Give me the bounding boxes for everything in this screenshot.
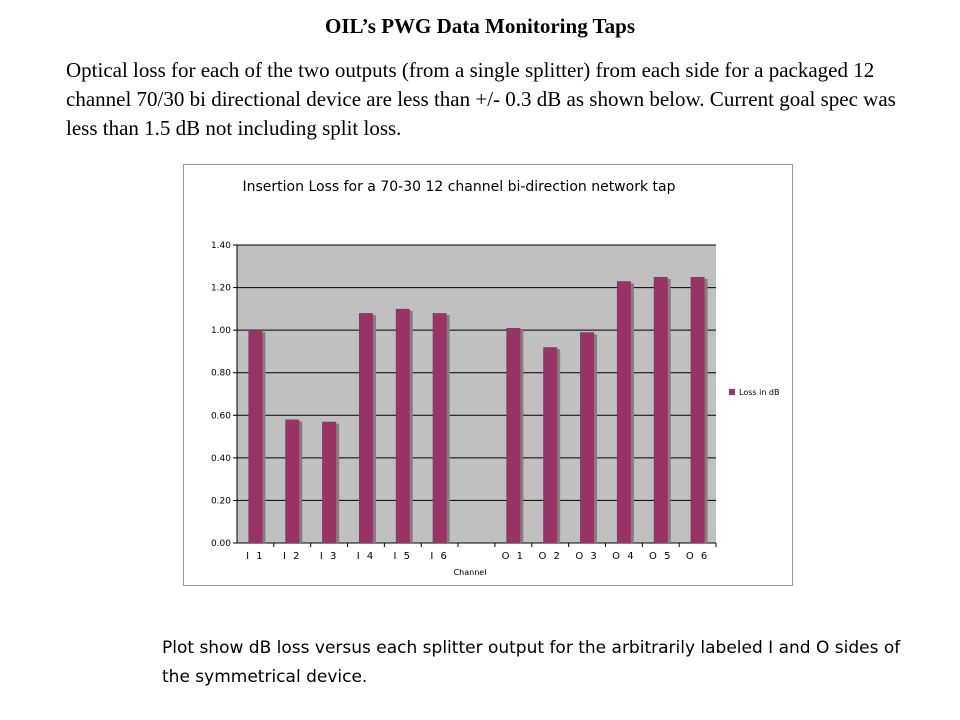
x-tick-label: O 3: [575, 551, 598, 562]
slide-title: OIL’s PWG Data Monitoring Taps: [324, 14, 635, 38]
legend-label: Loss in dB: [739, 388, 780, 397]
y-tick-label: 0.40: [211, 454, 231, 464]
y-tick-label: 0.00: [211, 539, 231, 549]
y-tick-label: 1.00: [211, 326, 231, 336]
x-tick-label: I 2: [283, 551, 302, 562]
chart-title: Insertion Loss for a 70-30 12 channel bi…: [242, 179, 676, 195]
plot-area: [237, 245, 716, 543]
x-tick-label: O 2: [538, 551, 561, 562]
y-tick-label: 1.40: [211, 241, 231, 251]
y-tick-label: 0.60: [211, 411, 231, 421]
x-tick-label: I 5: [394, 551, 413, 562]
x-tick-label: O 4: [612, 551, 635, 562]
x-tick-label: O 6: [686, 551, 709, 562]
x-tick-label: I 6: [430, 551, 449, 562]
x-tick-label: O 1: [502, 551, 525, 562]
bar: [322, 421, 337, 543]
legend-swatch: [729, 389, 735, 395]
bar: [285, 419, 300, 543]
x-axis-label: Channel: [454, 568, 487, 577]
bar: [506, 328, 521, 543]
bar: [432, 313, 447, 543]
bar: [395, 308, 410, 543]
bar: [653, 276, 668, 543]
bar: [543, 347, 558, 543]
y-tick-label: 0.80: [211, 369, 231, 379]
x-tick-label: I 4: [357, 551, 376, 562]
bar: [248, 330, 263, 543]
x-tick-label: I 3: [320, 551, 339, 562]
bar: [616, 281, 631, 543]
y-tick-label: 0.20: [211, 496, 231, 506]
x-tick-label: I 1: [246, 551, 265, 562]
y-tick-label: 1.20: [211, 284, 231, 294]
slide-body-text: Optical loss for each of the two outputs…: [66, 58, 896, 140]
bar: [358, 313, 373, 543]
bar: [580, 332, 595, 543]
bar: [690, 276, 705, 543]
chart-container: Insertion Loss for a 70-30 12 channel bi…: [183, 164, 793, 586]
bar-chart: 0.00 0.20 0.40 0.60 0.80 1.00 1.20 1.40 I 1 I 2 I …: [211, 241, 780, 577]
caption-text: Plot show dB loss versus each splitter o…: [162, 638, 901, 687]
x-tick-label: O 5: [649, 551, 672, 562]
